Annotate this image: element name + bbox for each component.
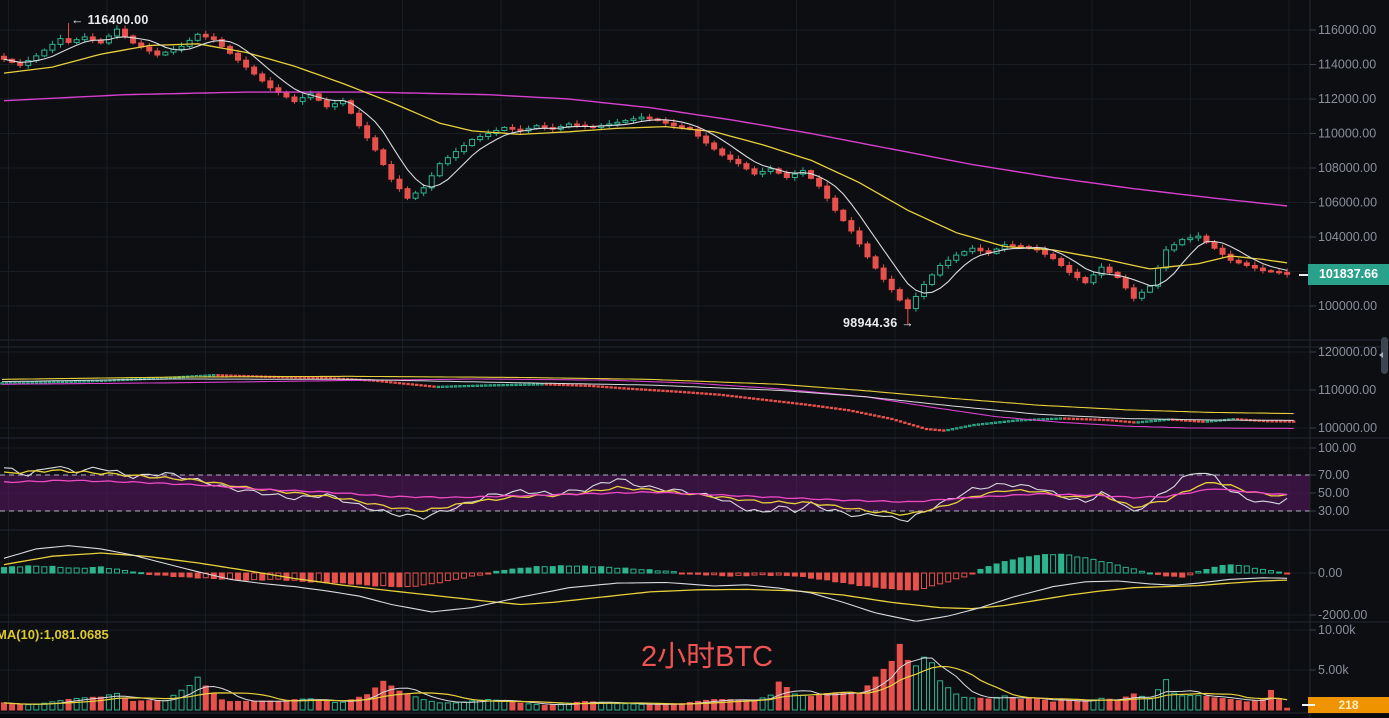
axis-tick-label: 106000.00 [1318,196,1377,210]
chevron-left-icon [1379,352,1383,358]
axis-scrollbar-thumb[interactable] [1379,337,1388,374]
rsi-panel [0,465,1310,523]
axis-tick-label: 114000.00 [1318,58,1376,72]
volume-panel [1,643,1291,711]
axis-tick-label: 5.00k [1318,663,1349,677]
macd-panel [1,545,1291,622]
axis-tick-label: 70.00 [1318,468,1349,482]
axis-tick-label: 50.00 [1318,486,1349,500]
axis-tick-label: 100000.00 [1318,299,1377,313]
axis-tick-label: 0.00 [1318,566,1342,580]
axis-tick-label: 104000.00 [1318,230,1377,244]
overview-price-panel [0,374,1296,432]
axis-tick-label: 100.00 [1318,441,1356,455]
rsi-mid [3,469,1288,516]
axis-tick-label: -2000.00 [1318,608,1367,622]
axis-tick-label: 100000.00 [1318,421,1377,435]
axis-tick-label: 30.00 [1318,504,1349,518]
axis-tick-label: 120000.00 [1318,345,1377,359]
axis-tick-label: 10.00k [1318,623,1356,637]
axis-tick-label: 110000.00 [1318,383,1376,397]
axis-tick-label: 112000.00 [1318,92,1376,106]
main-price-panel [1,23,1291,325]
axis-tick-label: 110000.00 [1318,127,1376,141]
rsi-slow [3,479,1288,503]
axis-tick-label: 116000.00 [1318,23,1376,37]
axis-tick-label: 108000.00 [1318,161,1377,175]
